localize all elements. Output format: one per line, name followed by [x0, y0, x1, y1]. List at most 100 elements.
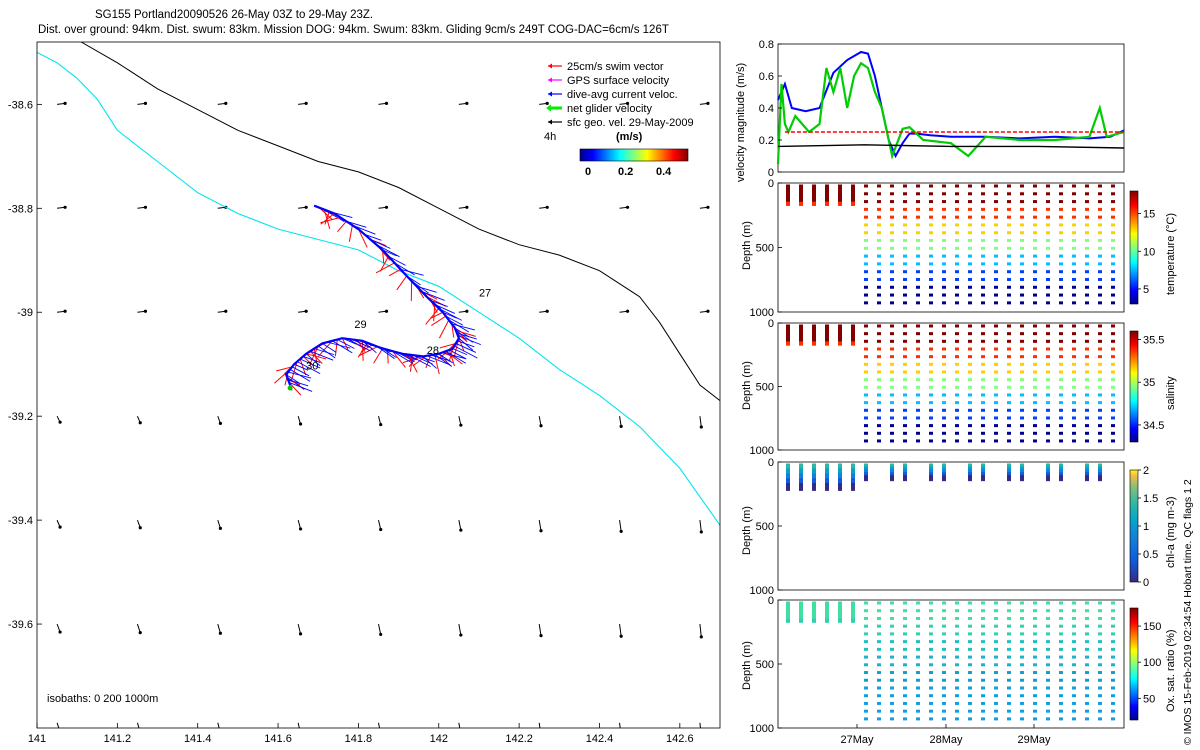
geo-arrow-head — [619, 529, 623, 533]
salinity-section-sample — [864, 378, 868, 382]
oxygen-section-sample — [877, 709, 881, 713]
temperature-section-colorbar-tick-label: 15 — [1143, 209, 1155, 221]
salinity-section-sample — [864, 424, 868, 428]
salinity-section-sample — [903, 424, 907, 428]
oxygen-section-sample — [1046, 616, 1050, 620]
salinity-section-sample — [942, 416, 946, 420]
chla-section-sample — [851, 473, 855, 477]
salinity-section-sample — [942, 332, 946, 336]
dac-vector — [332, 340, 353, 354]
temperature-section-sample — [955, 270, 959, 274]
oxygen-section-sample — [890, 701, 894, 705]
temperature-section-sample — [916, 293, 920, 297]
geo-arrow-head — [304, 309, 308, 313]
oxygen-section-sample — [994, 694, 998, 698]
temperature-section-sample — [1033, 270, 1037, 274]
temperature-section-sample — [877, 293, 881, 297]
salinity-section-sample — [916, 370, 920, 374]
oxygen-section-sample — [1059, 655, 1063, 659]
chla-section-sample — [838, 470, 842, 474]
salinity-section-sample — [1111, 416, 1115, 420]
chla-section-sample — [786, 487, 790, 491]
temperature-section-sample — [1007, 207, 1011, 211]
salinity-section-sample — [890, 378, 894, 382]
oxygen-section-sample — [1085, 678, 1089, 682]
chla-section-sample — [825, 484, 829, 488]
oxygen-section-sample — [916, 694, 920, 698]
chla-section-sample — [838, 484, 842, 488]
oxygen-section-sample — [994, 671, 998, 675]
oxygen-section-sample — [942, 647, 946, 651]
oxygen-section-sample — [825, 619, 829, 623]
temperature-section-sample — [903, 231, 907, 235]
salinity-section-sample — [903, 370, 907, 374]
chart-title-line1: SG155 Portland20090526 26-May 03Z to 29-… — [95, 9, 374, 21]
oxygen-section-sample — [942, 640, 946, 644]
temperature-section-sample — [994, 239, 998, 243]
oxygen-section-sample — [929, 709, 933, 713]
salinity-section-sample — [942, 401, 946, 405]
oxygen-section-sample — [1020, 694, 1024, 698]
temperature-section-sample — [903, 207, 907, 211]
dac-vector — [322, 343, 337, 353]
swim-vector — [318, 340, 333, 357]
velocity-magnitude-panel: 0 0.2 0.4 0.6 0.8 — [759, 39, 1125, 179]
salinity-section-sample — [1059, 347, 1063, 351]
oxygen-section-sample — [955, 647, 959, 651]
oxygen-section-sample — [929, 609, 933, 613]
salinity-section-sample — [916, 416, 920, 420]
salinity-section-sample — [916, 362, 920, 366]
salinity-section-sample — [968, 347, 972, 351]
temperature-section-sample — [981, 262, 985, 266]
oxygen-section-sample — [942, 694, 946, 698]
temperature-section-sample — [981, 246, 985, 250]
dac-vector — [455, 343, 477, 353]
oxygen-section-sample — [1033, 694, 1037, 698]
salinity-section-sample — [1033, 385, 1037, 389]
temperature-section-sample — [1020, 246, 1024, 250]
velocity-series-sfc-geo — [777, 144, 1125, 149]
temperature-section-sample — [1072, 301, 1076, 305]
temperature-section-sample — [942, 215, 946, 219]
temperature-section-sample — [890, 254, 894, 258]
oxygen-section-sample — [890, 647, 894, 651]
salinity-section-sample — [955, 378, 959, 382]
oxygen-section-sample — [1007, 694, 1011, 698]
net-glider-end-marker — [287, 385, 293, 391]
salinity-section-sample — [955, 355, 959, 359]
swim-vector — [309, 350, 323, 364]
temperature-section-sample — [994, 215, 998, 219]
oxygen-section-sample — [1085, 624, 1089, 628]
temperature-section-sample — [877, 200, 881, 204]
geo-arrow-head — [379, 733, 382, 736]
oxygen-section-sample — [994, 686, 998, 690]
salinity-section-sample — [994, 324, 998, 328]
oxygen-section-sample — [1007, 647, 1011, 651]
oxygen-section-sample — [942, 655, 946, 659]
oxygen-section-sample — [1020, 671, 1024, 675]
temperature-section-sample — [1072, 277, 1076, 281]
oxygen-section-sample — [1033, 647, 1037, 651]
temperature-section-sample — [1046, 184, 1050, 188]
temperature-section-sample — [916, 270, 920, 274]
temperature-section-sample — [903, 192, 907, 196]
temperature-section-sample — [1098, 231, 1102, 235]
temperature-section-sample — [877, 231, 881, 235]
temperature-section-sample — [981, 270, 985, 274]
swim-vector — [320, 216, 341, 224]
temperature-section-sample — [981, 239, 985, 243]
map-ytick-label: -39.2 — [8, 411, 33, 423]
temperature-section-sample — [1033, 239, 1037, 243]
temperature-section-sample — [864, 200, 868, 204]
oxygen-section-sample — [916, 616, 920, 620]
temperature-section-sample — [1111, 270, 1115, 274]
salinity-section-sample — [916, 339, 920, 343]
dac-vector — [392, 350, 413, 364]
oxygen-section-sample — [1111, 640, 1115, 644]
temperature-section-sample — [1007, 254, 1011, 258]
temperature-section-sample — [942, 246, 946, 250]
temperature-section-sample — [890, 231, 894, 235]
swim-vector — [392, 350, 406, 368]
salinity-section-sample — [890, 416, 894, 420]
chla-section-sample — [981, 478, 985, 482]
